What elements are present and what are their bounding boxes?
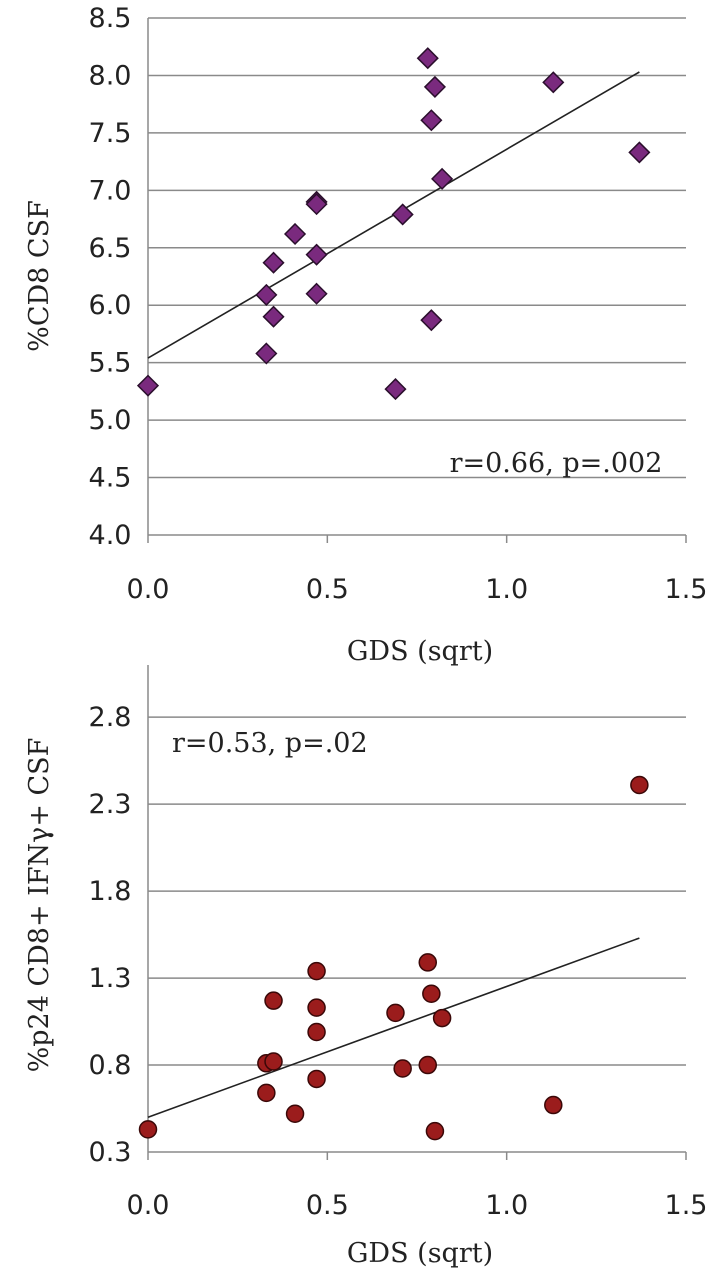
- data-point-diamond: [305, 193, 328, 216]
- data-point-circle: [307, 998, 326, 1017]
- cd8-csf-scatter-chart: 4.0 4.5 5.0 5.5 6.0 6.5 7.0 7.5 8.0 8.5 0.0 0.5 1.0 1…: [24, 3, 707, 667]
- y-tick-label: 5.5: [89, 348, 132, 379]
- data-point-circle: [257, 1083, 276, 1103]
- x-tick-label: 0.0: [127, 1190, 170, 1221]
- data-point-diamond: [255, 342, 278, 365]
- x-tick-label: 0.5: [306, 1190, 349, 1221]
- y-tick-label: 7.0: [89, 175, 132, 206]
- data-point-diamond: [423, 75, 446, 98]
- data-point-diamond: [305, 282, 328, 305]
- y-axis-title: %p24 CD8+ IFNγ+ CSF: [24, 738, 55, 1073]
- data-point-diamond: [420, 109, 443, 132]
- data-point-circle: [386, 1003, 405, 1023]
- correlation-annotation: r=0.53, p=.02: [172, 728, 368, 759]
- data-point-diamond: [391, 203, 414, 226]
- x-tick-label: 0.0: [127, 574, 170, 605]
- data-point-circle: [285, 1104, 305, 1123]
- data-point-diamond: [628, 141, 651, 164]
- y-tick-label: 1.3: [89, 963, 132, 994]
- data-point-diamond: [542, 71, 565, 94]
- y-tick-label: 8.5: [89, 3, 132, 34]
- y-tick-label: 2.3: [89, 789, 132, 820]
- data-point-circle: [264, 1052, 283, 1071]
- y-tick-label: 0.3: [89, 1137, 132, 1168]
- x-axis-title: GDS (sqrt): [347, 1238, 493, 1269]
- data-point-diamond: [283, 222, 307, 246]
- data-point-circle: [544, 1095, 563, 1115]
- data-point-circle: [425, 1121, 445, 1141]
- x-tick-label: 1.5: [665, 574, 708, 605]
- x-tick-label: 1.0: [485, 1190, 528, 1221]
- trendline: [147, 937, 640, 1118]
- y-axis-title: %CD8 CSF: [24, 200, 55, 352]
- y-tick-label: 5.0: [89, 405, 132, 436]
- x-tick-label: 1.5: [665, 1190, 708, 1221]
- y-tick-label: 1.8: [89, 876, 132, 907]
- x-tick-label: 1.0: [485, 574, 528, 605]
- y-tick-label: 7.5: [89, 118, 132, 149]
- y-tick-label: 0.8: [89, 1050, 132, 1081]
- data-point-circle: [138, 1120, 158, 1139]
- data-point-circle: [307, 1069, 326, 1089]
- data-point-diamond: [136, 374, 160, 397]
- data-point-diamond: [384, 378, 407, 401]
- data-point-diamond: [262, 251, 285, 274]
- data-point-circle: [307, 1022, 326, 1042]
- y-tick-label: 4.0: [89, 520, 132, 551]
- data-point-circle: [432, 1008, 452, 1028]
- data-point-circle: [393, 1059, 412, 1078]
- x-tick-label: 0.5: [306, 574, 349, 605]
- data-point-circle: [418, 1055, 438, 1075]
- data-point-diamond: [262, 305, 285, 328]
- y-tick-label: 6.5: [89, 233, 132, 264]
- data-point-circle: [422, 984, 441, 1003]
- data-point-diamond: [416, 47, 439, 70]
- data-point-diamond: [305, 243, 328, 266]
- p24-ifng-csf-scatter-chart: 0.3 0.8 1.3 1.8 2.3 2.8 0.0 0.5 1.0 1.5 GDS (sqrt)…: [24, 665, 707, 1269]
- y-tick-label: 8.0: [89, 60, 132, 91]
- data-point-circle: [630, 775, 649, 795]
- data-point-diamond: [431, 167, 454, 190]
- data-point-diamond: [420, 309, 443, 332]
- y-tick-label: 6.0: [89, 290, 132, 321]
- y-tick-label: 2.8: [89, 702, 132, 733]
- data-point-circle: [307, 961, 326, 981]
- data-point-diamond: [255, 283, 278, 306]
- y-tick-label: 4.5: [89, 463, 132, 494]
- correlation-annotation: r=0.66, p=.002: [450, 448, 663, 479]
- data-point-circle: [264, 991, 283, 1010]
- data-point-circle: [418, 953, 438, 972]
- x-axis-title: GDS (sqrt): [347, 636, 493, 667]
